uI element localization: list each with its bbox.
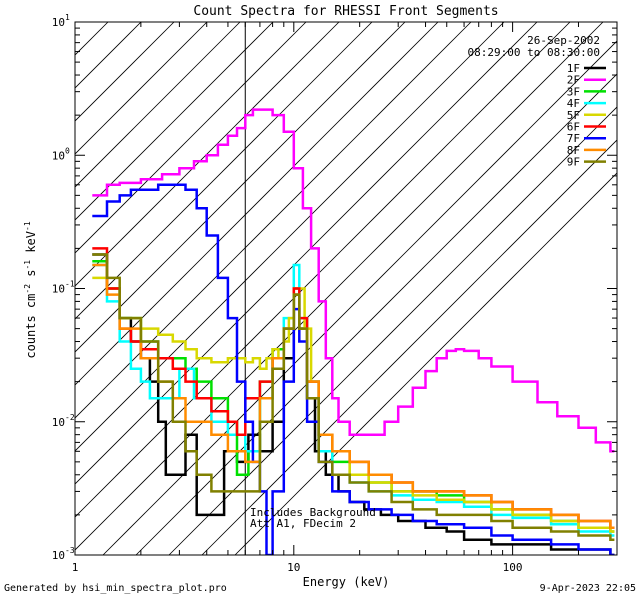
y-tick-label: 10: [52, 16, 65, 29]
y-label-sup: -1: [23, 221, 32, 231]
series-group: [92, 108, 615, 555]
y-label-part: counts cm: [24, 294, 38, 359]
hatch-line: [102, 40, 617, 555]
y-tick-label: 10: [52, 149, 65, 162]
series-2f-line: [92, 108, 615, 453]
series-5f-line: [92, 276, 615, 533]
legend-label-5f: 5F: [567, 109, 580, 122]
hatch-line: [75, 22, 373, 320]
legend-label-4f: 4F: [567, 97, 580, 110]
y-tick-label: 10: [52, 416, 65, 429]
annotation-attenuator: Att A1, FDecim 2: [250, 517, 356, 530]
legend-label-1f: 1F: [567, 62, 580, 75]
y-axis-label: counts cm-2 s-1 keV-1: [23, 221, 38, 358]
y-label-part: keV: [24, 231, 38, 260]
series-9f-line: [92, 253, 615, 542]
y-tick-exponent: 0: [65, 146, 70, 155]
footer-right: 9-Apr-2023 22:05: [539, 583, 636, 594]
svg-text:counts cm-2 s-1 keV-1: counts cm-2 s-1 keV-1: [23, 221, 38, 358]
chart-title: Count Spectra for RHESSI Front Segments: [193, 4, 498, 19]
hatch-line: [75, 22, 472, 419]
hatch-line: [75, 22, 439, 386]
hatch-line: [75, 22, 274, 221]
annotation-background: Includes Background: [250, 506, 376, 519]
y-tick-exponent: -2: [65, 413, 75, 422]
hatch-line: [75, 22, 604, 551]
hatch-line: [75, 22, 208, 155]
y-label-part: s: [24, 270, 38, 284]
y-tick-exponent: -1: [65, 280, 75, 289]
hatch-line: [75, 22, 175, 122]
x-tick-label: 100: [503, 561, 523, 574]
hatch-line: [75, 22, 241, 188]
y-tick-exponent: -3: [65, 546, 75, 555]
legend-label-8f: 8F: [567, 144, 580, 157]
y-label-sup: -2: [23, 284, 32, 294]
hatch-line: [201, 139, 617, 555]
hatch-line: [75, 22, 505, 452]
hatch-line: [234, 172, 617, 555]
legend-label-2f: 2F: [567, 74, 580, 87]
footer-left: Generated by hsi_min_spectra_plot.pro: [4, 583, 227, 594]
y-tick-exponent: 1: [65, 13, 70, 22]
legend-label-7f: 7F: [567, 132, 580, 145]
date-label: 26-Sep-2002: [527, 34, 600, 47]
hatch-line: [168, 106, 617, 555]
legend-label-3f: 3F: [567, 85, 580, 98]
series-7f-line: [92, 183, 615, 555]
legend-label-6f: 6F: [567, 121, 580, 134]
hatch-line: [75, 22, 538, 485]
hatch-line: [75, 22, 340, 287]
y-tick-label: 10: [52, 549, 65, 562]
legend-label-9f: 9F: [567, 156, 580, 169]
x-tick-label: 10: [287, 561, 300, 574]
x-tick-label: 1: [72, 561, 79, 574]
y-tick-label: 10: [52, 283, 65, 296]
time-range-label: 08:29:00 to 08:30:00: [468, 46, 600, 59]
hatch-line: [75, 22, 307, 254]
x-axis-label: Energy (keV): [303, 575, 390, 589]
y-label-sup: -1: [23, 260, 32, 270]
hatch-line: [75, 22, 406, 353]
